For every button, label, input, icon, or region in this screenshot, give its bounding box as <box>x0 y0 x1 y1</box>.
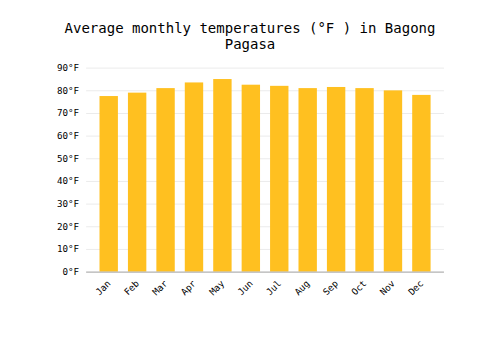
svg-text:Jan: Jan <box>93 278 113 298</box>
svg-text:0°F: 0°F <box>62 266 79 277</box>
svg-text:Mar: Mar <box>150 277 170 297</box>
svg-text:40°F: 40°F <box>57 175 79 186</box>
svg-text:Aug: Aug <box>292 278 312 298</box>
svg-text:30°F: 30°F <box>57 198 79 209</box>
svg-text:Sep: Sep <box>321 278 341 298</box>
svg-text:Oct: Oct <box>349 278 369 298</box>
svg-text:May: May <box>207 277 227 297</box>
svg-text:10°F: 10°F <box>57 243 79 254</box>
svg-text:20°F: 20°F <box>57 221 79 232</box>
svg-text:50°F: 50°F <box>57 153 79 164</box>
svg-text:Dec: Dec <box>406 278 426 298</box>
svg-text:Jun: Jun <box>235 278 255 298</box>
svg-text:60°F: 60°F <box>57 130 79 141</box>
svg-text:Jul: Jul <box>264 278 284 298</box>
svg-text:Nov: Nov <box>377 277 397 297</box>
svg-text:80°F: 80°F <box>57 85 79 96</box>
svg-text:70°F: 70°F <box>57 107 79 118</box>
html-text:Average monthly temperatures (: Average monthly temperatures (°F ) in Ba… <box>64 20 436 52</box>
svg-text:90°F: 90°F <box>57 62 79 73</box>
svg-text:Apr: Apr <box>178 277 198 297</box>
svg-text:Feb: Feb <box>122 278 142 298</box>
